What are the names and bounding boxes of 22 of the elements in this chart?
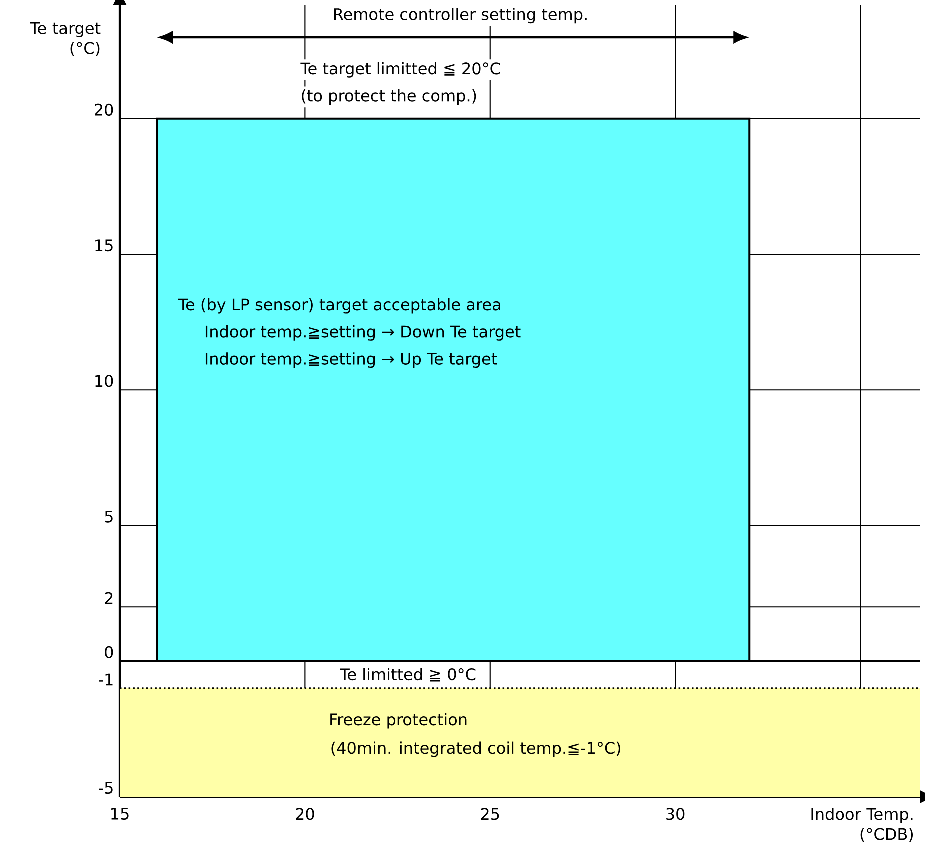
x-axis-title: Indoor Temp. (°CDB) — [812, 808, 914, 842]
annotation: Indoor temp.≧setting → Up Te target — [206, 352, 498, 368]
y-tick-label: 5 — [105, 510, 113, 523]
y-tick-label: 15 — [96, 240, 113, 252]
band-label: Freeze protection — [330, 713, 467, 729]
x-tick-label: 30 — [666, 808, 685, 820]
annotation: Indoor temp.≧setting → Down Te target — [206, 325, 521, 341]
annotation: Te target limitted ≦ 20°C — [300, 62, 500, 78]
annotation: Te (by LP sensor) target acceptable area — [178, 298, 500, 314]
y-tick-label: 10 — [96, 375, 114, 388]
annotation: (40min. integrated coil temp.≦-1°C) — [332, 742, 620, 758]
y-axis-title: Te target (°C) — [30, 22, 101, 56]
ref-line-label: Te limitted ≧ 0°C — [340, 668, 476, 682]
y-tick-label: 0 — [105, 646, 114, 658]
y-tick-label: -5 — [99, 782, 113, 794]
annotation: (to protect the comp.) — [302, 89, 476, 105]
y-tick-label: 2 — [105, 592, 113, 604]
y-tick-label: -1 — [99, 674, 113, 686]
y-tick-label: 20 — [95, 104, 114, 116]
x-tick-label: 20 — [296, 808, 314, 820]
annotation: Remote controller setting temp. — [334, 8, 587, 24]
x-tick-label: 25 — [481, 808, 500, 820]
